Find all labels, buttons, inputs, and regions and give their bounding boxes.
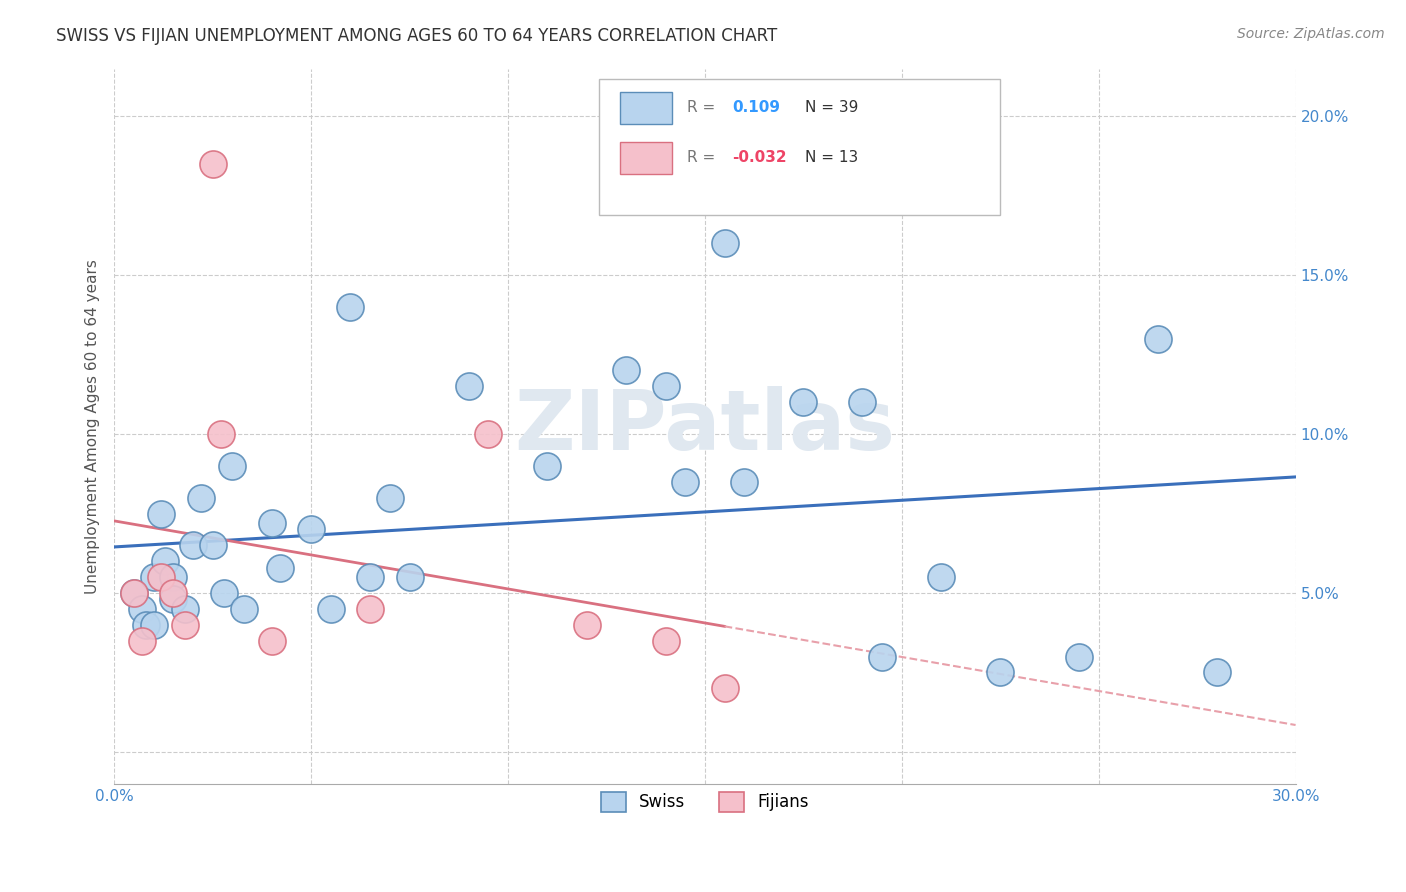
FancyBboxPatch shape [620, 92, 672, 124]
Point [260, 516, 283, 530]
Point [269, 560, 291, 574]
Point [319, 602, 342, 616]
Point [181, 538, 204, 552]
Point [174, 602, 197, 616]
Point [536, 458, 558, 473]
Point [190, 491, 212, 505]
Point [201, 157, 224, 171]
Point [929, 570, 952, 584]
Point [1146, 332, 1168, 346]
Point [131, 633, 153, 648]
Text: Source: ZipAtlas.com: Source: ZipAtlas.com [1237, 27, 1385, 41]
Point [162, 592, 184, 607]
Point [155, 554, 177, 568]
Text: N = 39: N = 39 [806, 101, 859, 115]
Point [201, 538, 224, 552]
Point [673, 475, 696, 489]
Point [1205, 665, 1227, 680]
Text: -0.032: -0.032 [733, 151, 787, 165]
Point [221, 458, 243, 473]
Point [260, 633, 283, 648]
Point [233, 602, 256, 616]
Text: N = 13: N = 13 [806, 151, 859, 165]
Point [477, 427, 499, 442]
Point [378, 491, 401, 505]
Text: SWISS VS FIJIAN UNEMPLOYMENT AMONG AGES 60 TO 64 YEARS CORRELATION CHART: SWISS VS FIJIAN UNEMPLOYMENT AMONG AGES … [56, 27, 778, 45]
Point [299, 523, 322, 537]
Point [122, 586, 145, 600]
Point [851, 395, 873, 409]
Y-axis label: Unemployment Among Ages 60 to 64 years: Unemployment Among Ages 60 to 64 years [86, 259, 100, 593]
FancyBboxPatch shape [620, 142, 672, 174]
Point [1067, 649, 1090, 664]
Point [150, 507, 173, 521]
Point [214, 586, 236, 600]
Point [654, 379, 676, 393]
Point [131, 602, 153, 616]
Point [162, 570, 184, 584]
Text: 0.109: 0.109 [733, 101, 780, 115]
Point [713, 236, 735, 251]
FancyBboxPatch shape [599, 79, 1000, 215]
Legend: Swiss, Fijians: Swiss, Fijians [588, 779, 823, 825]
Point [209, 427, 232, 442]
Point [713, 681, 735, 696]
Point [142, 617, 165, 632]
Point [870, 649, 893, 664]
Point [398, 570, 420, 584]
Point [359, 602, 381, 616]
Point [339, 300, 361, 314]
Point [150, 570, 173, 584]
Point [135, 617, 157, 632]
Point [359, 570, 381, 584]
Point [575, 617, 598, 632]
Text: ZIPatlas: ZIPatlas [515, 385, 896, 467]
Point [733, 475, 755, 489]
Point [988, 665, 1011, 680]
Point [792, 395, 814, 409]
Point [162, 586, 184, 600]
Point [174, 617, 197, 632]
Point [142, 570, 165, 584]
Text: R =: R = [688, 151, 720, 165]
Point [654, 633, 676, 648]
Point [614, 363, 637, 377]
Point [122, 586, 145, 600]
Point [457, 379, 479, 393]
Text: R =: R = [688, 101, 720, 115]
